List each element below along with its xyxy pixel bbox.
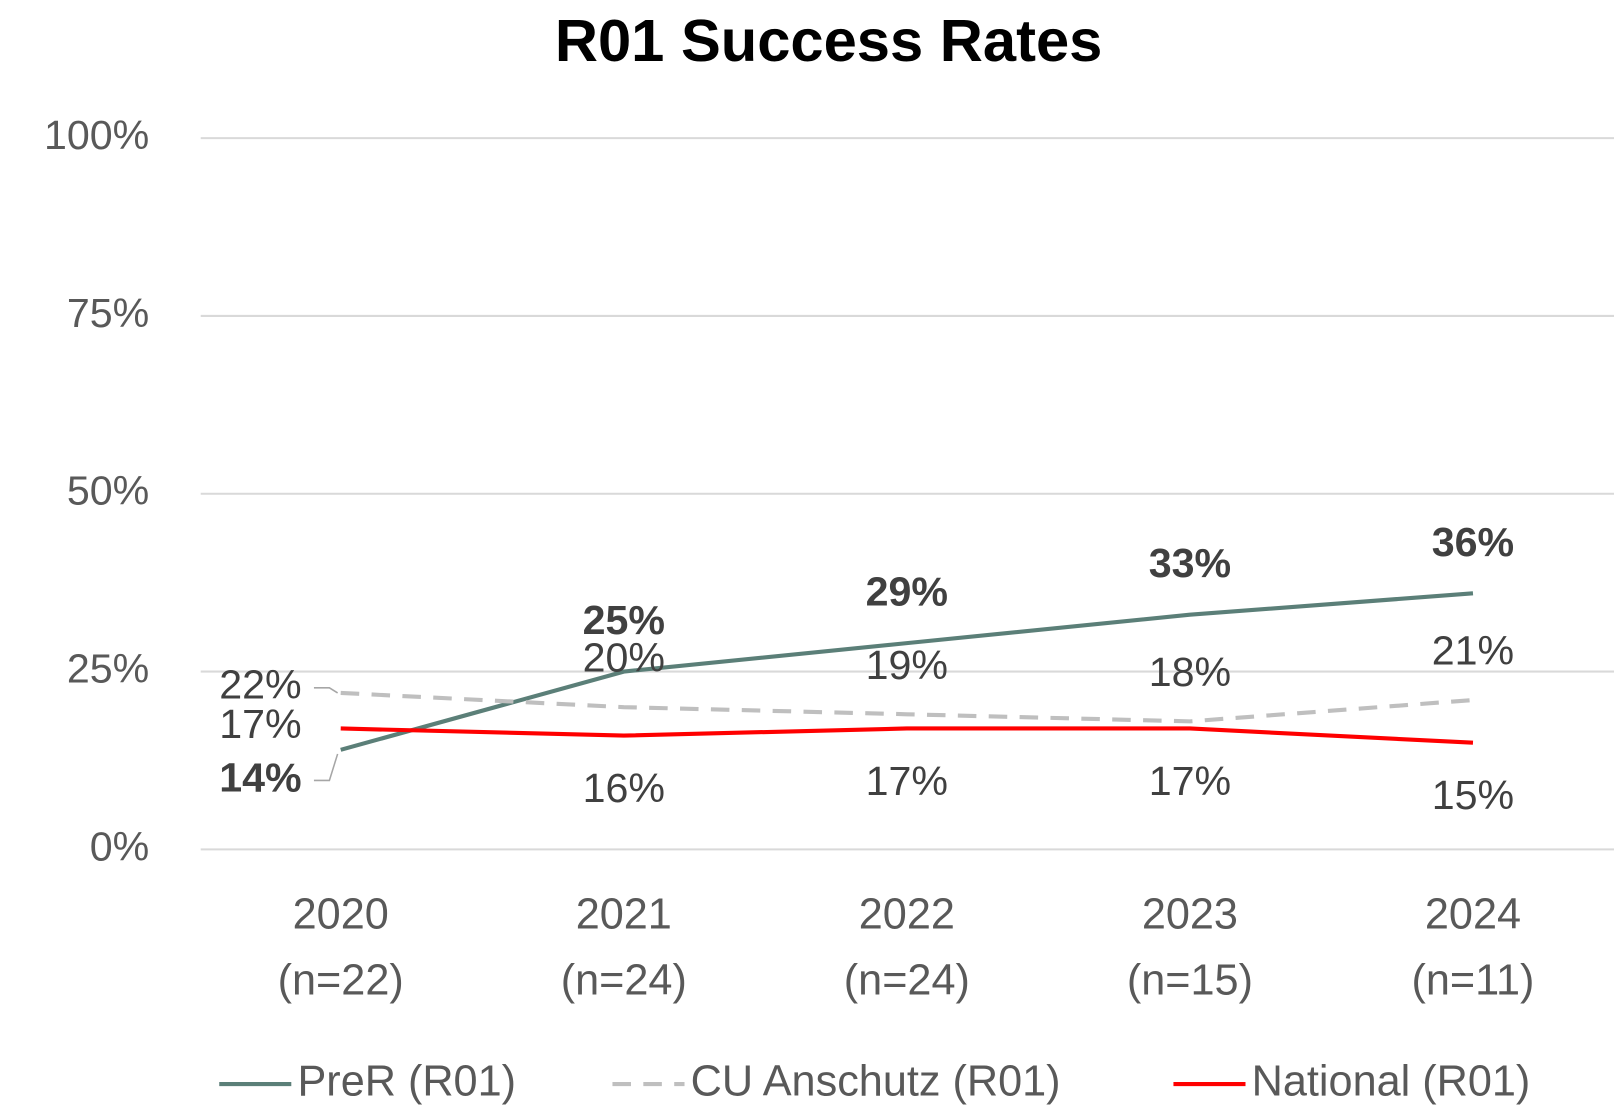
data-label: 19% (866, 642, 948, 688)
y-tick-label: 25% (67, 645, 149, 691)
data-label: 14% (219, 754, 301, 800)
x-tick-label: 2022 (859, 891, 955, 939)
data-label: 36% (1432, 519, 1514, 565)
x-tick-label: (n=24) (561, 957, 687, 1005)
legend-label: National (R01) (1252, 1058, 1531, 1106)
data-label: 20% (583, 635, 665, 681)
legend-label: CU Anschutz (R01) (691, 1058, 1061, 1106)
x-tick-label: 2020 (293, 891, 389, 939)
data-label: 33% (1149, 540, 1231, 586)
y-tick-label: 50% (67, 468, 149, 514)
chart-title: R01 Success Rates (555, 7, 1102, 74)
x-tick-label: (n=11) (1412, 957, 1535, 1005)
data-label: 17% (866, 758, 948, 804)
leader-line (313, 753, 339, 782)
x-tick-label: 2024 (1425, 891, 1521, 939)
series-line (340, 726, 1474, 745)
data-label: 15% (1432, 772, 1514, 818)
y-tick-label: 75% (67, 290, 149, 336)
y-tick-label: 100% (44, 112, 149, 158)
data-label: 17% (219, 701, 301, 747)
series-line (340, 591, 1474, 752)
data-label: 25% (583, 597, 665, 643)
x-tick-label: 2023 (1142, 891, 1238, 939)
leader-line (313, 687, 339, 694)
legend-label: PreR (R01) (297, 1058, 516, 1106)
data-label: 21% (1432, 628, 1514, 674)
x-tick-label: 2021 (576, 891, 672, 939)
x-tick-label: (n=24) (844, 957, 970, 1005)
y-tick-label: 0% (90, 823, 149, 869)
series-line (340, 690, 1474, 724)
data-label: 22% (219, 662, 301, 708)
data-label: 29% (866, 569, 948, 615)
x-tick-label: (n=15) (1127, 957, 1253, 1005)
data-label: 18% (1149, 649, 1231, 695)
x-tick-label: (n=22) (278, 957, 404, 1005)
data-label: 16% (583, 765, 665, 811)
data-label: 17% (1149, 758, 1231, 804)
